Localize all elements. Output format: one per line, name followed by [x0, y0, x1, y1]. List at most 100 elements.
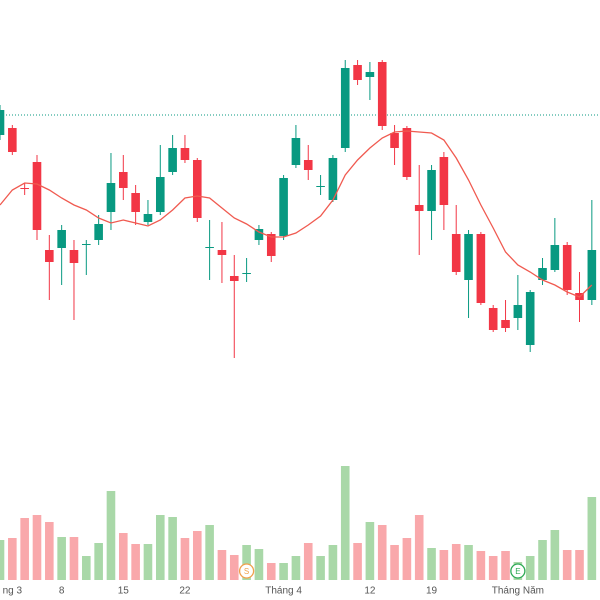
candle-body: [57, 230, 66, 248]
x-tick-label: ng 3: [3, 586, 23, 597]
candle-body: [45, 250, 54, 262]
candle-body: [439, 157, 449, 205]
volume-bar: [106, 491, 116, 580]
volume-bar: [242, 545, 251, 580]
x-tick-label: 22: [179, 586, 191, 597]
candle-body: [217, 250, 227, 255]
volume-bar: [279, 563, 288, 580]
volume-bar: [427, 548, 436, 580]
volume-bar: [8, 538, 17, 580]
candle-body: [8, 128, 17, 152]
volume-bar: [229, 555, 239, 580]
volume-bar: [550, 530, 560, 580]
candle-body: [501, 320, 510, 328]
volume-bar: [143, 544, 153, 580]
volume-bar: [192, 531, 202, 580]
candle-body: [192, 160, 202, 218]
volume-bar: [266, 563, 276, 580]
volume-bar: [501, 551, 510, 580]
candle-body: [266, 234, 276, 256]
volume-bar: [365, 522, 375, 580]
candle-body: [353, 65, 362, 80]
x-tick-label: 19: [426, 586, 438, 597]
event-label: E: [515, 567, 520, 576]
candle-body: [279, 178, 288, 236]
volume-bar: [390, 545, 399, 580]
volume-bar: [32, 515, 42, 580]
x-tick-label: 12: [364, 586, 376, 597]
candle-body: [180, 148, 190, 160]
candle-body: [168, 148, 177, 172]
volume-bar: [217, 550, 227, 580]
moving-average: [0, 130, 593, 298]
candle-body: [205, 247, 214, 248]
candle-body: [155, 177, 165, 212]
volume-bar: [451, 544, 461, 580]
volume-bar: [316, 556, 325, 580]
candle-body: [303, 160, 313, 170]
candle-body: [291, 138, 301, 165]
event-marker: [238, 563, 255, 579]
volume-bar: [155, 515, 165, 580]
candle-body: [119, 172, 128, 188]
candle-body: [131, 193, 140, 212]
candle-body: [562, 245, 572, 290]
candle-body: [513, 305, 523, 318]
volume-bar: [291, 556, 301, 580]
volume-bar: [538, 540, 547, 580]
volume-bar: [0, 540, 5, 580]
event-marker: [510, 563, 526, 579]
volume-bar: [254, 549, 264, 580]
volume-bar: [525, 556, 535, 580]
candle-body: [82, 244, 91, 245]
candle-body: [476, 234, 486, 303]
x-tick-label: Tháng Năm: [492, 586, 544, 597]
candle-body: [587, 250, 597, 300]
candle-body: [69, 250, 79, 263]
volume-bar: [353, 543, 362, 580]
candle-body: [414, 205, 424, 211]
volume-bar: [45, 522, 54, 580]
candle-body: [365, 72, 375, 77]
candle-body: [32, 162, 42, 230]
volume-bar: [131, 544, 140, 580]
candle-body: [402, 128, 412, 177]
volume-bar: [303, 543, 313, 580]
candle-body: [316, 186, 325, 187]
x-tick-label: Tháng 4: [265, 586, 302, 597]
volume-bar: [57, 537, 66, 580]
candle-body: [377, 62, 387, 126]
volume-bar: [180, 538, 190, 580]
volume-bar: [94, 543, 103, 580]
volume-bar: [205, 525, 214, 580]
candle-body: [143, 214, 153, 222]
candle-body: [340, 68, 350, 148]
candle-body: [106, 183, 116, 212]
candle-body: [427, 170, 436, 211]
candle-body: [254, 229, 264, 240]
volume-bar: [587, 497, 597, 580]
volume-bar: [562, 550, 572, 580]
candle-body: [390, 133, 399, 148]
volume-bar: [488, 556, 498, 580]
candle-body: [94, 224, 103, 240]
x-tick-label: 8: [59, 586, 65, 597]
candle-body: [525, 292, 535, 345]
x-tick-label: 15: [118, 586, 130, 597]
volume-bar: [439, 550, 449, 580]
volume-bar: [20, 518, 29, 580]
volume-bar: [69, 537, 79, 580]
volume-bar: [340, 466, 350, 580]
candle-body: [550, 245, 560, 270]
volume-bar: [377, 525, 387, 580]
candle-body: [451, 234, 461, 272]
volume-bar: [575, 550, 584, 580]
volume-bar: [464, 545, 473, 580]
candle-body: [464, 234, 473, 280]
candle-body: [488, 308, 498, 330]
event-label: S: [244, 567, 249, 576]
candle-body: [242, 273, 251, 274]
volume-bar: [414, 515, 424, 580]
